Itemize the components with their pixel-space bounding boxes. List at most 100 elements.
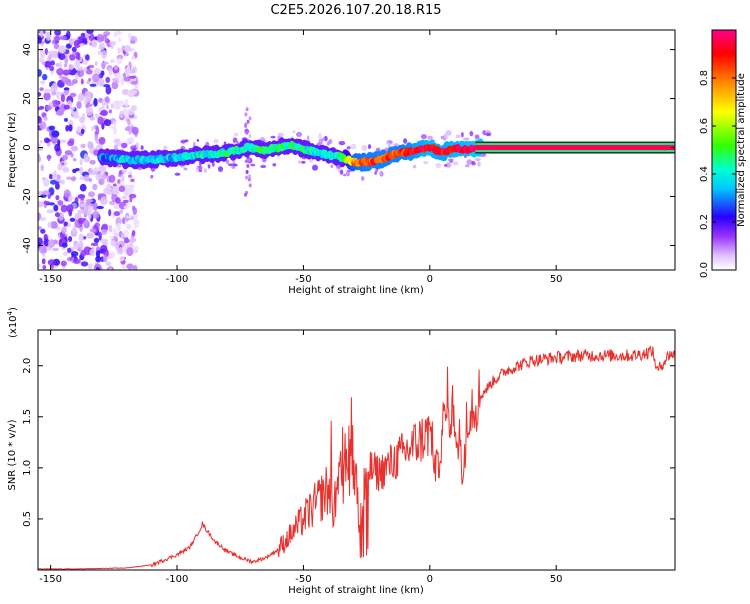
- noise-cell: [297, 160, 301, 164]
- noise-cell: [105, 85, 112, 95]
- noise-cell: [126, 109, 135, 116]
- noise-cell: [96, 205, 104, 210]
- noise-cell: [440, 135, 445, 140]
- noise-cell: [85, 103, 93, 107]
- noise-cell: [53, 170, 57, 177]
- noise-cell: [65, 43, 72, 49]
- y-tick-label: 2.0: [22, 358, 33, 374]
- noise-cell: [51, 130, 59, 138]
- noise-cell: [94, 61, 98, 66]
- x-tick-label: -150: [39, 274, 62, 285]
- noise-cell: [60, 204, 68, 213]
- noise-cell: [60, 139, 67, 144]
- noise-cell: [123, 205, 130, 210]
- noise-cell: [76, 68, 85, 78]
- noise-cell: [71, 46, 77, 53]
- noise-cell: [292, 130, 296, 133]
- noise-cell: [103, 119, 112, 127]
- noise-cell: [113, 80, 120, 83]
- noise-cell: [38, 155, 42, 163]
- noise-cell: [126, 247, 134, 257]
- noise-cell: [43, 200, 51, 205]
- noise-cell: [73, 114, 81, 119]
- noise-cell: [323, 135, 328, 142]
- noise-cell: [217, 166, 224, 173]
- noise-cell: [60, 94, 65, 103]
- noise-cell: [203, 168, 207, 173]
- noise-cell: [66, 176, 72, 180]
- noise-cell: [45, 32, 52, 41]
- noise-cell: [79, 158, 83, 166]
- snr-x-label: Height of straight line (km): [288, 585, 424, 596]
- noise-cell: [226, 159, 230, 164]
- noise-cell: [301, 160, 306, 164]
- noise-cell: [461, 131, 464, 138]
- noise-cell: [80, 78, 84, 85]
- noise-cell: [318, 138, 323, 145]
- noise-cell: [61, 242, 68, 248]
- noise-cell: [68, 65, 74, 70]
- noise-cell: [465, 164, 470, 168]
- noise-cell: [113, 64, 119, 71]
- noise-cell: [89, 83, 97, 87]
- noise-cell: [89, 116, 95, 121]
- noise-cell: [38, 69, 42, 77]
- noise-cell: [64, 117, 68, 122]
- noise-cell: [296, 131, 302, 137]
- noise-cell: [98, 136, 106, 145]
- colorbar-tick-label: 0.8: [699, 70, 710, 86]
- noise-cell: [245, 107, 249, 112]
- noise-cell: [114, 231, 120, 238]
- colorbar: 0.0 0.2 0.4 0.6 0.8 Normalized spectral ampl…: [699, 29, 747, 278]
- noise-cell: [67, 247, 72, 253]
- noise-cell: [86, 232, 94, 239]
- noise-cell: [91, 211, 100, 219]
- noise-cell: [80, 128, 85, 134]
- noise-cell: [423, 161, 429, 165]
- noise-cell: [63, 251, 69, 256]
- spectrogram-x-ticks: -150 -100 -50 0 50: [39, 30, 563, 285]
- x-tick-label: -100: [166, 574, 189, 585]
- noise-cell: [231, 166, 236, 169]
- noise-cell: [75, 51, 79, 60]
- noise-cell: [340, 169, 344, 175]
- noise-cell: [40, 80, 46, 85]
- noise-cell: [127, 119, 131, 126]
- noise-cell: [73, 258, 81, 265]
- x-tick-label: -50: [295, 274, 311, 285]
- noise-cell: [108, 224, 113, 233]
- noise-cell: [39, 217, 47, 221]
- noise-cell: [85, 199, 94, 203]
- noise-cell: [133, 221, 139, 229]
- noise-cell: [105, 183, 112, 191]
- spectrogram-ridge: [97, 137, 675, 172]
- noise-cell: [55, 63, 60, 67]
- noise-cell: [98, 78, 105, 87]
- noise-cell: [115, 72, 122, 80]
- noise-cell: [115, 217, 122, 226]
- noise-cell: [51, 39, 56, 45]
- noise-cell: [55, 110, 64, 116]
- noise-cell: [55, 195, 60, 201]
- noise-cell: [39, 87, 44, 91]
- noise-cell: [52, 247, 59, 252]
- noise-cell: [86, 66, 90, 70]
- noise-cell: [128, 75, 136, 79]
- noise-cell: [113, 145, 118, 150]
- noise-cell: [113, 211, 121, 217]
- noise-cell: [47, 221, 52, 229]
- noise-cell: [103, 84, 111, 88]
- noise-cell: [83, 153, 89, 162]
- noise-cell: [83, 67, 88, 72]
- noise-cell: [98, 42, 106, 51]
- noise-cell: [63, 87, 70, 91]
- noise-cell: [39, 139, 43, 144]
- noise-cell: [50, 85, 55, 93]
- noise-cell: [129, 89, 138, 95]
- noise-cell: [72, 225, 77, 235]
- noise-cell: [455, 134, 461, 139]
- noise-cell: [38, 36, 42, 44]
- noise-cell: [122, 217, 126, 225]
- y-tick-label: 1.0: [22, 460, 33, 476]
- noise-cell: [129, 40, 136, 44]
